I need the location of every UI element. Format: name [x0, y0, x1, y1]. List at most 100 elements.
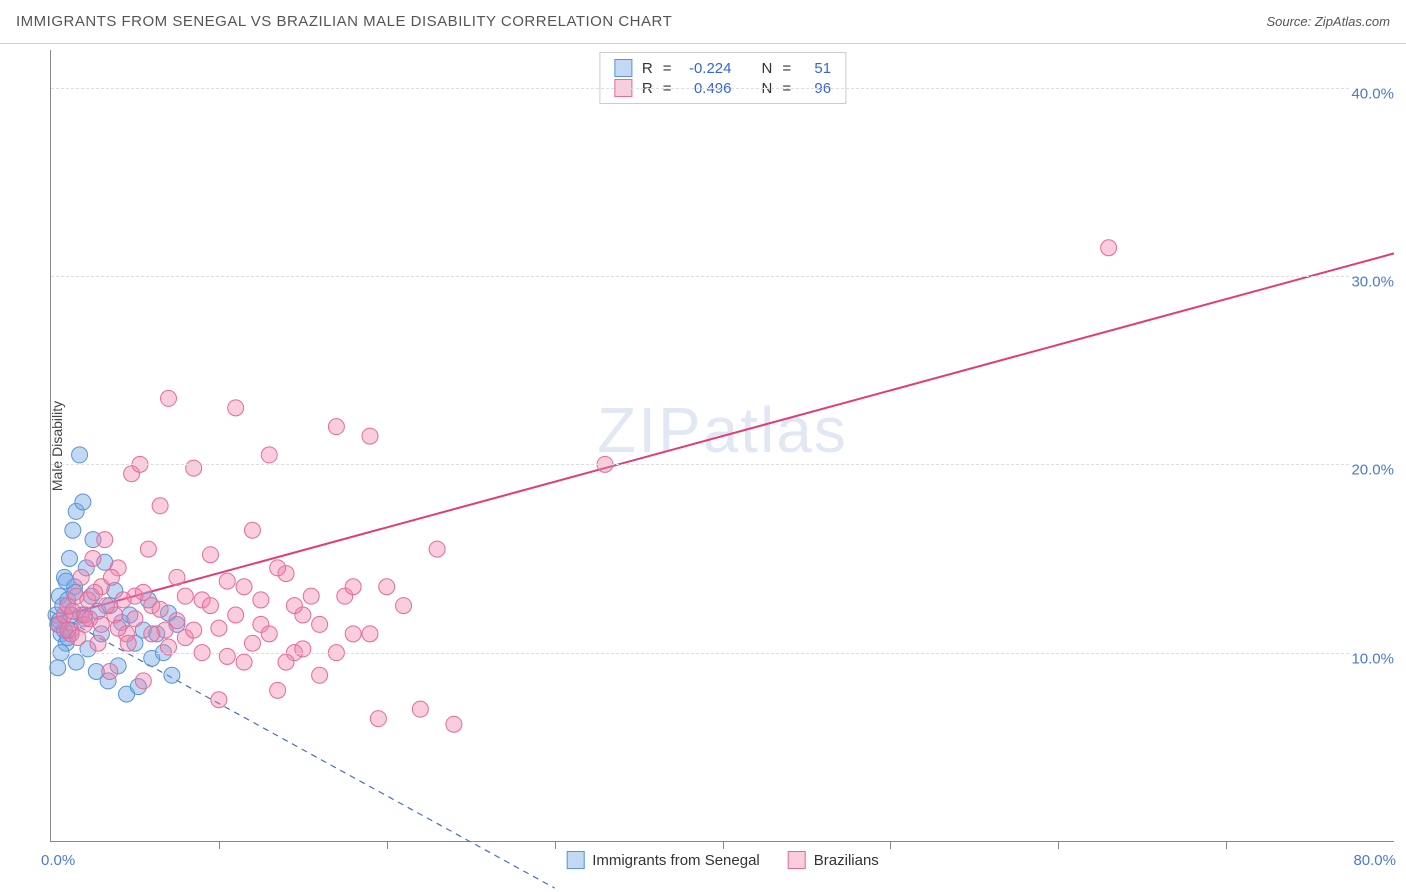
data-point-pink — [140, 541, 156, 557]
data-point-pink — [429, 541, 445, 557]
data-point-pink — [103, 569, 119, 585]
source-prefix: Source: — [1266, 14, 1314, 29]
data-point-pink — [362, 428, 378, 444]
data-point-pink — [135, 673, 151, 689]
trend-line-pink — [51, 253, 1394, 618]
data-point-pink — [202, 598, 218, 614]
gridline-h — [51, 464, 1394, 465]
data-point-pink — [303, 588, 319, 604]
data-point-pink — [211, 620, 227, 636]
data-point-pink — [412, 701, 428, 717]
data-point-pink — [152, 601, 168, 617]
y-tick-label: 20.0% — [1349, 462, 1396, 479]
data-point-pink — [186, 460, 202, 476]
data-point-pink — [120, 635, 136, 651]
x-tick — [555, 841, 556, 849]
data-point-pink — [244, 635, 260, 651]
data-point-pink — [70, 630, 86, 646]
legend-item-pink: Brazilians — [788, 851, 879, 869]
equals: = — [663, 60, 672, 77]
legend-swatch-pink — [788, 851, 806, 869]
data-point-pink — [127, 611, 143, 627]
r-label: R — [642, 60, 653, 77]
gridline-h — [51, 276, 1394, 277]
data-point-blue — [75, 494, 91, 510]
source-name: ZipAtlas.com — [1315, 14, 1390, 29]
data-point-pink — [219, 648, 235, 664]
data-point-pink — [396, 598, 412, 614]
chart-title: IMMIGRANTS FROM SENEGAL VS BRAZILIAN MAL… — [16, 13, 672, 30]
data-point-pink — [93, 616, 109, 632]
data-point-pink — [115, 592, 131, 608]
x-tick — [1058, 841, 1059, 849]
n-value-blue: 51 — [801, 60, 831, 77]
x-axis-max-label: 80.0% — [1353, 852, 1396, 869]
data-point-pink — [169, 613, 185, 629]
data-point-pink — [161, 390, 177, 406]
data-point-pink — [211, 692, 227, 708]
data-point-pink — [253, 592, 269, 608]
data-point-pink — [370, 711, 386, 727]
data-point-pink — [236, 654, 252, 670]
data-point-pink — [244, 522, 260, 538]
data-point-blue — [65, 522, 81, 538]
y-tick-label: 40.0% — [1349, 85, 1396, 102]
data-point-pink — [312, 667, 328, 683]
y-tick-label: 10.0% — [1349, 650, 1396, 667]
stats-legend: R = -0.224 N = 51 R = 0.496 N = 96 — [599, 52, 846, 104]
gridline-h — [51, 88, 1394, 89]
data-point-pink — [261, 447, 277, 463]
x-tick — [1226, 841, 1227, 849]
data-point-pink — [1101, 240, 1117, 256]
data-point-pink — [73, 569, 89, 585]
data-point-pink — [219, 573, 235, 589]
data-point-pink — [446, 716, 462, 732]
title-bar: IMMIGRANTS FROM SENEGAL VS BRAZILIAN MAL… — [0, 0, 1406, 44]
data-point-pink — [362, 626, 378, 642]
data-point-pink — [97, 532, 113, 548]
gridline-h — [51, 653, 1394, 654]
data-point-pink — [278, 654, 294, 670]
data-point-pink — [286, 598, 302, 614]
n-label: N — [762, 60, 773, 77]
data-point-pink — [345, 579, 361, 595]
data-point-blue — [164, 667, 180, 683]
data-point-pink — [261, 626, 277, 642]
x-tick — [219, 841, 220, 849]
data-point-pink — [295, 641, 311, 657]
plot-area: ZIPatlas R = -0.224 N = 51 R = 0.496 N =… — [50, 50, 1394, 842]
data-point-pink — [312, 616, 328, 632]
r-value-blue: -0.224 — [682, 60, 732, 77]
equals2: = — [782, 60, 791, 77]
data-point-pink — [102, 664, 118, 680]
x-axis-min-label: 0.0% — [41, 852, 75, 869]
data-point-pink — [228, 607, 244, 623]
data-point-pink — [177, 588, 193, 604]
data-point-pink — [270, 560, 286, 576]
data-point-pink — [228, 400, 244, 416]
data-point-pink — [110, 620, 126, 636]
data-point-pink — [152, 498, 168, 514]
x-tick — [387, 841, 388, 849]
legend-swatch-blue — [566, 851, 584, 869]
legend-item-blue: Immigrants from Senegal — [566, 851, 760, 869]
data-point-pink — [169, 569, 185, 585]
data-point-pink — [379, 579, 395, 595]
data-point-pink — [87, 584, 103, 600]
data-point-pink — [135, 584, 151, 600]
source-label: Source: ZipAtlas.com — [1266, 14, 1390, 29]
data-point-pink — [90, 635, 106, 651]
data-point-pink — [186, 622, 202, 638]
data-point-blue — [68, 654, 84, 670]
data-point-blue — [61, 551, 77, 567]
data-point-pink — [328, 419, 344, 435]
x-tick — [723, 841, 724, 849]
data-point-blue — [50, 660, 66, 676]
stats-row-blue: R = -0.224 N = 51 — [614, 59, 831, 77]
data-point-blue — [58, 573, 74, 589]
swatch-blue — [614, 59, 632, 77]
y-tick-label: 30.0% — [1349, 274, 1396, 291]
legend-label-blue: Immigrants from Senegal — [592, 852, 760, 869]
data-point-blue — [72, 447, 88, 463]
data-point-pink — [98, 598, 114, 614]
